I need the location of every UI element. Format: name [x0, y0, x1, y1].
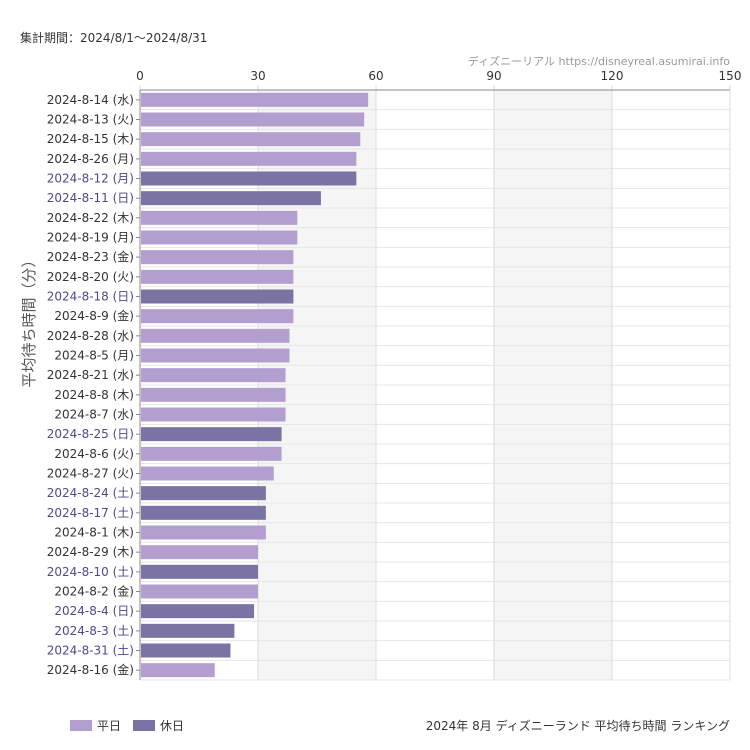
bar-2024-8-8: [141, 387, 286, 402]
bar-2024-8-1: [141, 525, 266, 540]
bar-2024-8-29: [141, 545, 258, 560]
category-label: 2024-8-12 (月): [47, 172, 134, 186]
category-label: 2024-8-10 (土): [47, 565, 134, 579]
bar-2024-8-15: [141, 132, 361, 147]
bar-2024-8-18: [141, 289, 294, 304]
x-tick-label: 0: [136, 69, 144, 83]
bar-2024-8-22: [141, 210, 298, 225]
legend-item-weekday[interactable]: 平日: [70, 717, 121, 734]
category-label: 2024-8-19 (月): [47, 231, 134, 245]
legend-item-holiday[interactable]: 休日: [133, 717, 184, 734]
bar-2024-8-24: [141, 486, 266, 501]
category-label: 2024-8-1 (木): [54, 526, 134, 540]
category-label: 2024-8-17 (土): [47, 506, 134, 520]
source-credit: ディズニーリアル https://disneyreal.asumirai.inf…: [467, 55, 730, 68]
bar-2024-8-3: [141, 623, 235, 638]
category-label: 2024-8-4 (日): [54, 604, 134, 618]
category-label: 2024-8-6 (火): [54, 447, 134, 461]
bar-2024-8-14: [141, 92, 369, 107]
category-label: 2024-8-22 (木): [47, 211, 134, 225]
x-tick-label: 150: [719, 69, 742, 83]
category-label: 2024-8-23 (金): [47, 249, 134, 264]
legend-label-holiday: 休日: [160, 719, 185, 733]
category-label: 2024-8-28 (水): [47, 329, 134, 343]
bar-2024-8-19: [141, 230, 298, 245]
category-label: 2024-8-7 (水): [54, 408, 134, 422]
category-label: 2024-8-3 (土): [54, 624, 134, 638]
bar-2024-8-4: [141, 604, 255, 619]
bar-2024-8-23: [141, 250, 294, 265]
bar-2024-8-17: [141, 505, 266, 520]
category-label: 2024-8-11 (日): [47, 191, 134, 205]
bar-2024-8-6: [141, 446, 282, 461]
bar-2024-8-27: [141, 466, 274, 481]
bar-2024-8-7: [141, 407, 286, 422]
bar-2024-8-28: [141, 328, 290, 343]
category-label: 2024-8-16 (金): [47, 662, 134, 677]
bar-2024-8-21: [141, 368, 286, 383]
bar-2024-8-11: [141, 191, 321, 206]
bar-2024-8-31: [141, 643, 231, 658]
legend-label-weekday: 平日: [97, 719, 122, 733]
x-tick-label: 30: [250, 69, 265, 83]
category-label: 2024-8-27 (火): [47, 467, 134, 481]
category-label: 2024-8-31 (土): [47, 644, 134, 658]
x-tick-label: 120: [601, 69, 624, 83]
bar-2024-8-20: [141, 269, 294, 284]
category-label: 2024-8-2 (金): [54, 584, 134, 599]
chart-legend: 平日 休日: [70, 717, 196, 734]
x-tick-label: 60: [368, 69, 383, 83]
category-label: 2024-8-20 (火): [47, 270, 134, 284]
category-label: 2024-8-15 (木): [47, 132, 134, 146]
chart-footer-title: 2024年 8月 ディズニーランド 平均待ち時間 ランキング: [425, 719, 730, 733]
bar-2024-8-12: [141, 171, 357, 186]
bar-2024-8-13: [141, 112, 365, 127]
bar-2024-8-5: [141, 348, 290, 363]
category-label: 2024-8-5 (月): [54, 349, 134, 363]
bar-2024-8-25: [141, 427, 282, 442]
bar-2024-8-9: [141, 309, 294, 324]
category-label: 2024-8-29 (木): [47, 545, 134, 559]
bar-2024-8-10: [141, 564, 258, 579]
legend-swatch-holiday: [133, 720, 156, 731]
bar-2024-8-2: [141, 584, 258, 599]
category-label: 2024-8-26 (月): [47, 152, 134, 166]
category-label: 2024-8-9 (金): [54, 308, 134, 323]
x-tick-label: 90: [486, 69, 501, 83]
category-label: 2024-8-14 (水): [47, 93, 134, 107]
category-label: 2024-8-8 (木): [54, 388, 134, 402]
y-axis-title: 平均待ち時間（分）: [20, 252, 38, 387]
bar-2024-8-26: [141, 151, 357, 166]
category-label: 2024-8-24 (土): [47, 486, 134, 500]
aggregation-period: 集計期間：2024/8/1～2024/8/31: [20, 31, 208, 45]
category-label: 2024-8-18 (日): [47, 290, 134, 304]
bar-2024-8-16: [141, 663, 215, 678]
category-label: 2024-8-13 (火): [47, 113, 134, 127]
category-label: 2024-8-25 (日): [47, 427, 134, 441]
legend-swatch-weekday: [70, 720, 92, 731]
category-label: 2024-8-21 (水): [47, 368, 134, 382]
